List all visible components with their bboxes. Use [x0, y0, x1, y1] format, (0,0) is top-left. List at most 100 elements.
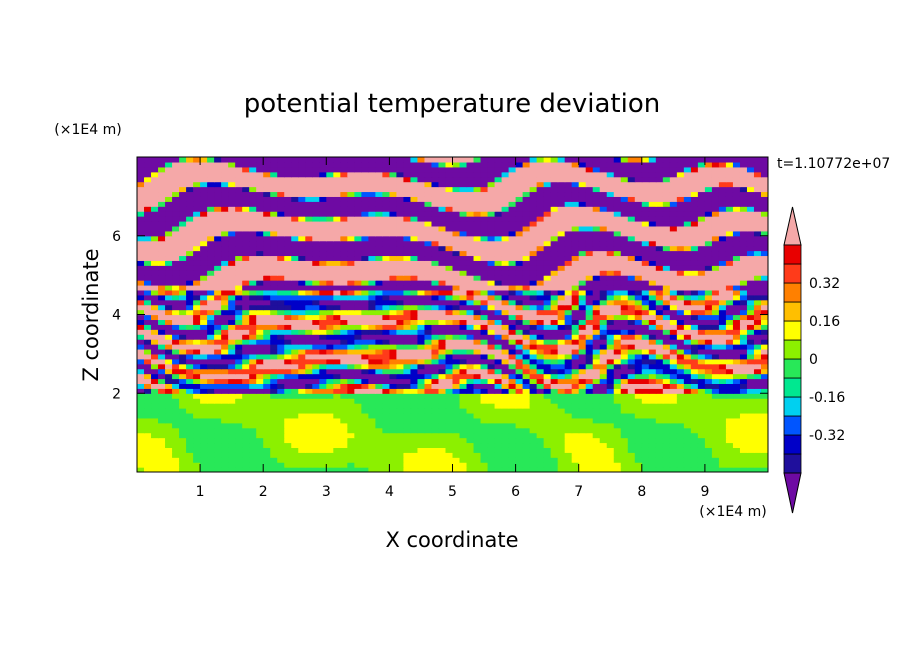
- heatmap-cell: [242, 294, 250, 301]
- heatmap-cell: [403, 437, 412, 444]
- heatmap-cell: [501, 294, 510, 301]
- heatmap-cell: [697, 344, 706, 350]
- heatmap-cell: [368, 358, 376, 365]
- heatmap-cell: [592, 408, 601, 414]
- heatmap-cell: [655, 393, 664, 399]
- heatmap-cell: [235, 260, 243, 266]
- heatmap-cell: [228, 314, 236, 321]
- heatmap-cell: [403, 250, 412, 257]
- heatmap-cell: [368, 403, 376, 409]
- heatmap-cell: [501, 280, 510, 286]
- heatmap-cell: [641, 230, 650, 237]
- heatmap-cell: [424, 196, 433, 202]
- heatmap-cell: [172, 442, 180, 448]
- heatmap-cell: [305, 225, 313, 232]
- heatmap-cell: [529, 280, 538, 286]
- heatmap-cell: [221, 304, 229, 311]
- heatmap-cell: [172, 255, 180, 261]
- heatmap-cell: [235, 427, 243, 434]
- heatmap-cell: [669, 250, 678, 257]
- heatmap-cell: [473, 442, 482, 448]
- heatmap-cell: [256, 422, 264, 429]
- heatmap-cell: [732, 398, 741, 404]
- heatmap-cell: [375, 403, 383, 409]
- heatmap-cell: [347, 373, 355, 380]
- heatmap-cell: [312, 373, 320, 380]
- heatmap-cell: [242, 220, 250, 227]
- heatmap-cell: [557, 363, 566, 370]
- heatmap-cell: [417, 452, 426, 458]
- heatmap-cell: [515, 206, 524, 212]
- heatmap-cell: [571, 201, 580, 207]
- heatmap-cell: [200, 260, 208, 266]
- heatmap-cell: [193, 457, 201, 463]
- heatmap-cell: [137, 442, 145, 448]
- heatmap-cell: [697, 289, 706, 296]
- heatmap-cell: [438, 363, 447, 370]
- heatmap-cell: [235, 275, 243, 281]
- heatmap-cell: [571, 309, 580, 316]
- heatmap-cell: [641, 358, 650, 365]
- heatmap-cell: [249, 348, 257, 355]
- heatmap-cell: [739, 294, 748, 301]
- heatmap-cell: [669, 314, 678, 321]
- heatmap-cell: [382, 299, 390, 306]
- heatmap-cell: [683, 344, 692, 350]
- heatmap-cell: [536, 275, 545, 281]
- heatmap-cell: [508, 260, 517, 266]
- heatmap-cell: [508, 373, 517, 380]
- heatmap-cell: [522, 319, 531, 325]
- heatmap-cell: [277, 398, 285, 404]
- heatmap-cell: [172, 270, 180, 276]
- heatmap-cell: [151, 442, 159, 448]
- heatmap-cell: [648, 201, 657, 207]
- heatmap-cell: [473, 363, 482, 370]
- heatmap-cell: [151, 314, 159, 321]
- heatmap-cell: [760, 270, 768, 276]
- heatmap-cell: [424, 314, 433, 321]
- heatmap-cell: [424, 427, 433, 434]
- heatmap-cell: [235, 299, 243, 306]
- heatmap-cell: [410, 289, 419, 296]
- heatmap-cell: [319, 324, 327, 330]
- heatmap-cell: [179, 324, 187, 330]
- heatmap-cell: [319, 452, 327, 458]
- heatmap-cell: [340, 363, 348, 370]
- heatmap-cell: [732, 284, 741, 291]
- heatmap-cell: [550, 260, 559, 266]
- heatmap-cell: [207, 353, 215, 360]
- heatmap-cell: [494, 250, 503, 257]
- heatmap-cell: [739, 309, 748, 316]
- heatmap-cell: [494, 211, 503, 217]
- heatmap-cell: [620, 422, 629, 429]
- heatmap-cell: [494, 260, 503, 266]
- heatmap-cell: [214, 432, 222, 439]
- heatmap-cell: [291, 196, 299, 202]
- heatmap-cell: [284, 383, 292, 389]
- heatmap-cell: [396, 334, 405, 340]
- heatmap-cell: [438, 422, 447, 429]
- heatmap-cell: [760, 240, 768, 247]
- heatmap-cell: [466, 280, 475, 286]
- heatmap-cell: [193, 260, 201, 266]
- heatmap-cell: [683, 225, 692, 232]
- heatmap-cell: [375, 339, 383, 345]
- heatmap-cell: [718, 427, 727, 434]
- heatmap-cell: [389, 240, 398, 247]
- heatmap-cell: [270, 201, 278, 207]
- heatmap-cell: [403, 339, 412, 345]
- heatmap-cell: [466, 314, 475, 321]
- heatmap-cell: [389, 280, 398, 286]
- heatmap-cell: [326, 373, 334, 380]
- heatmap-cell: [648, 452, 657, 458]
- heatmap-cell: [431, 344, 440, 350]
- heatmap-cell: [585, 457, 594, 463]
- heatmap-cell: [655, 452, 664, 458]
- heatmap-cell: [249, 398, 257, 404]
- heatmap-cell: [683, 289, 692, 296]
- heatmap-cell: [368, 304, 376, 311]
- heatmap-cell: [270, 309, 278, 316]
- heatmap-cell: [634, 442, 643, 448]
- heatmap-cell: [186, 378, 194, 384]
- heatmap-cell: [655, 245, 664, 252]
